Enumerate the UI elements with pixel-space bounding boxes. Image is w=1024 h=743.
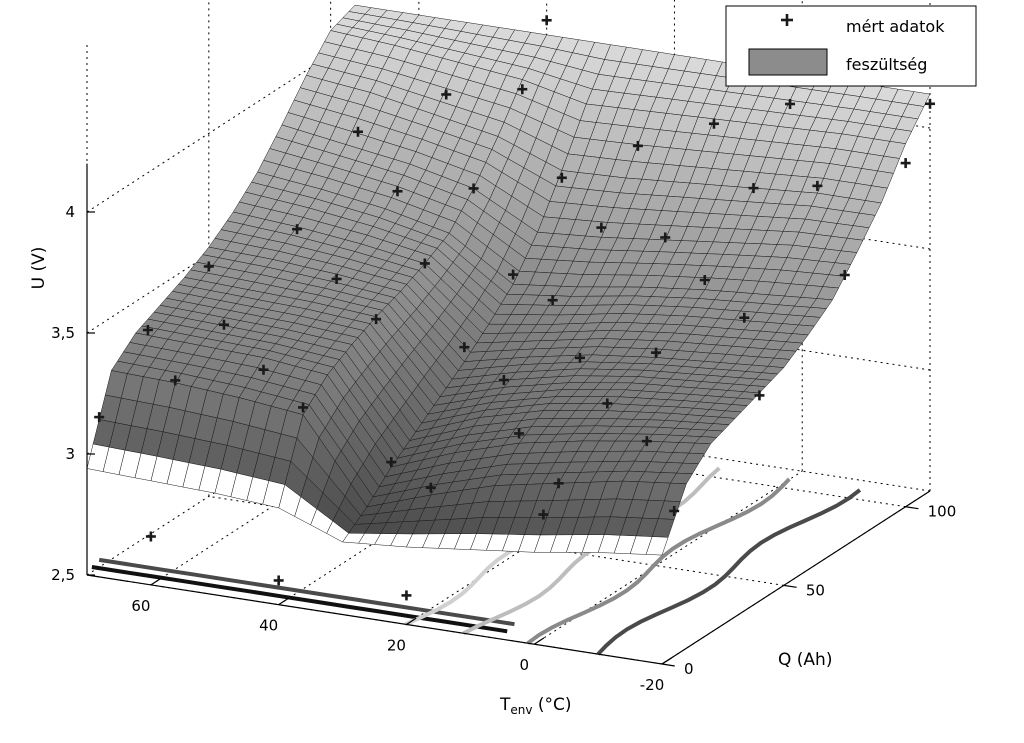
x-tick	[533, 637, 545, 645]
measured-point	[547, 295, 558, 306]
measured-point	[739, 312, 750, 323]
measured-point	[839, 270, 850, 281]
measured-point	[459, 342, 470, 353]
measured-point	[419, 258, 430, 269]
measured-point	[352, 126, 363, 137]
measured-point	[425, 482, 436, 493]
x-tick-label: 60	[131, 597, 150, 615]
measured-point	[651, 347, 662, 358]
x-tick-label: 0	[519, 656, 529, 674]
measured-point	[553, 478, 564, 489]
x-tick	[150, 578, 161, 586]
x-tick-label: 40	[259, 617, 278, 635]
x-tick	[278, 597, 289, 606]
x-axis-label-main: T	[499, 695, 511, 715]
y-tick	[783, 584, 797, 588]
projected-curve	[526, 477, 791, 645]
measured-point	[596, 222, 607, 233]
x-axis-label: Tenv (°C)	[499, 695, 572, 717]
measured-point	[371, 314, 382, 325]
y-tick-label: 100	[928, 503, 957, 521]
z-tick-label: 3	[65, 445, 75, 463]
measured-point	[142, 324, 153, 335]
legend-label-voltage: feszültség	[846, 55, 927, 74]
measured-point	[441, 89, 452, 100]
measured-point	[574, 352, 585, 363]
y-tick-label: 0	[684, 660, 694, 678]
measured-point	[641, 436, 652, 447]
measured-point	[203, 261, 214, 272]
measured-point	[468, 183, 479, 194]
y-tick	[661, 663, 675, 667]
floor-grid-line	[208, 495, 784, 586]
measured-point	[94, 412, 105, 423]
measured-point	[754, 390, 765, 401]
measured-point	[660, 232, 671, 243]
measured-point	[386, 457, 397, 468]
measured-point	[508, 269, 519, 280]
measured-point	[145, 531, 156, 542]
back-wall-grid-line	[354, 401, 931, 492]
measured-point	[331, 273, 342, 284]
measured-point	[170, 375, 181, 386]
measured-point	[401, 590, 412, 601]
measured-point	[541, 15, 552, 26]
x-axis-label-sub: env	[510, 703, 532, 717]
measured-point	[292, 224, 303, 235]
surface-patch	[86, 443, 110, 472]
measured-point	[258, 364, 269, 375]
projected-curve	[596, 488, 862, 656]
z-axis-label: U (V)	[29, 247, 49, 290]
measured-point	[708, 118, 719, 129]
measured-point	[669, 505, 680, 516]
projected-curve	[91, 565, 508, 634]
x-axis-line	[86, 574, 663, 665]
measured-point	[517, 84, 528, 95]
y-tick-label: 50	[806, 581, 825, 599]
legend-plus-marker	[781, 14, 793, 26]
y-axis-label: Q (Ah)	[778, 650, 832, 670]
measured-point	[812, 180, 823, 191]
measured-point	[392, 186, 403, 197]
x-axis-label-unit: (°C)	[532, 695, 571, 715]
back-wall-grid-line	[354, 280, 931, 371]
measured-point	[514, 428, 525, 439]
measured-point	[273, 575, 284, 586]
measured-point	[298, 402, 309, 413]
projected-curve	[98, 557, 515, 627]
measured-point	[498, 375, 509, 386]
z-tick-label: 4	[65, 203, 75, 221]
x-tick-label: 20	[387, 636, 406, 654]
axes: 2,5 3 3,5 4 60 40 20 0 -20 0 50 100	[51, 163, 957, 694]
measured-point	[699, 275, 710, 286]
measured-point	[556, 172, 567, 183]
legend-label-measured: mért adatok	[846, 17, 945, 36]
y-tick	[905, 506, 919, 510]
voltage-surface	[86, 4, 931, 556]
legend: mért adatok feszültség	[725, 5, 977, 87]
measured-point	[785, 98, 796, 109]
measured-point	[748, 183, 759, 194]
floor-grid-line	[330, 417, 906, 508]
x-tick-label: -20	[640, 676, 665, 694]
measured-points	[94, 15, 935, 601]
z-tick-label: 3,5	[51, 324, 75, 342]
measured-point	[925, 98, 935, 109]
floor-grid-line	[533, 470, 803, 645]
measured-point	[218, 319, 229, 330]
x-tick	[406, 617, 417, 625]
measured-point	[900, 158, 911, 169]
measured-point	[632, 140, 643, 151]
z-tick-label: 2,5	[51, 566, 75, 584]
legend-surface-swatch	[748, 48, 828, 76]
y-axis-line	[661, 490, 931, 665]
measured-point	[538, 509, 549, 520]
measured-point	[602, 398, 613, 409]
